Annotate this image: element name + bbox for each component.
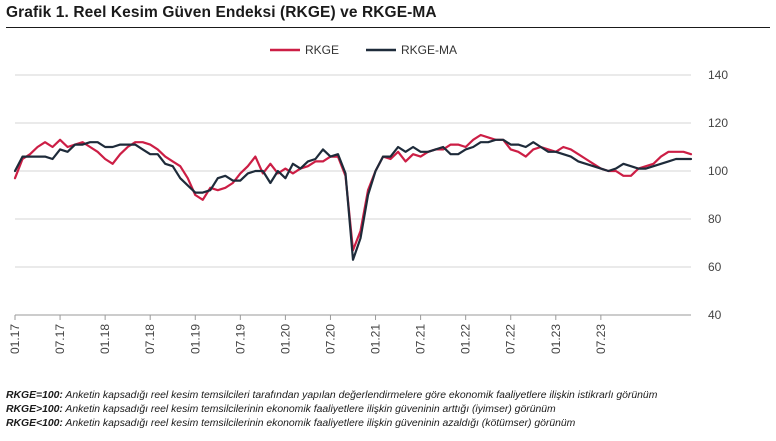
title-rule (6, 27, 770, 28)
note-equal-text: Anketin kapsadığı reel kesim temsilciler… (62, 390, 658, 401)
y-tick-label: 140 (708, 68, 728, 82)
note-greater-text: Anketin kapsadığı reel kesim temsilciler… (62, 404, 556, 416)
rkge-line (13, 133, 693, 252)
legend-item-rkge-ma-label: RKGE-MA (401, 43, 457, 57)
x-tick-label: 07.17 (53, 324, 67, 354)
x-tick-label: 07.22 (504, 324, 518, 354)
y-tick-label: 120 (708, 116, 728, 130)
legend: RKGE RKGE-MA (270, 43, 457, 57)
x-tick-label: 07.21 (414, 324, 428, 354)
x-axis-ticks: 01.17 07.17 01.18 07.18 01.19 07.19 01.20 07.20… (8, 315, 608, 354)
x-tick-label: 07.20 (323, 324, 337, 354)
note-less-key: RKGE<100: (6, 418, 63, 430)
note-greater-key: RKGE>100: (6, 404, 63, 416)
grid-lines (15, 74, 691, 268)
notes: RKGE=100: Anketin kapsadığı reel kesim t… (6, 389, 657, 432)
note-equal: RKGE=100: Anketin kapsadığı reel kesim t… (6, 389, 657, 403)
y-tick-label: 60 (708, 260, 722, 274)
x-tick-label: 07.18 (143, 324, 157, 354)
x-tick-label: 01.23 (549, 324, 563, 354)
y-tick-label: 40 (708, 308, 722, 322)
y-tick-label: 100 (708, 164, 728, 178)
note-less: RKGE<100: Anketin kapsadığı reel kesim t… (6, 417, 657, 431)
x-tick-label: 01.22 (459, 324, 473, 354)
x-tick-label: 01.21 (369, 324, 383, 354)
y-tick-label: 80 (708, 212, 722, 226)
x-tick-label: 01.18 (98, 324, 112, 354)
x-tick-label: 07.23 (594, 324, 608, 354)
x-tick-label: 07.19 (233, 324, 247, 354)
legend-item-rkge-label: RKGE (305, 43, 339, 57)
note-greater: RKGE>100: Anketin kapsadığı reel kesim t… (6, 403, 657, 417)
rkge-ma-line (13, 138, 693, 261)
chart-title: Grafik 1. Reel Kesim Güven Endeksi (RKGE… (6, 4, 437, 21)
x-tick-label: 01.20 (278, 324, 292, 354)
note-equal-key: RKGE=100: (6, 390, 63, 401)
series-lines (13, 133, 693, 261)
y-axis-ticks: 40 60 80 100 120 140 (708, 68, 728, 322)
note-less-text: Anketin kapsadığı reel kesim temsilciler… (62, 418, 576, 430)
x-tick-label: 01.17 (8, 324, 22, 354)
x-tick-label: 01.19 (188, 324, 202, 354)
